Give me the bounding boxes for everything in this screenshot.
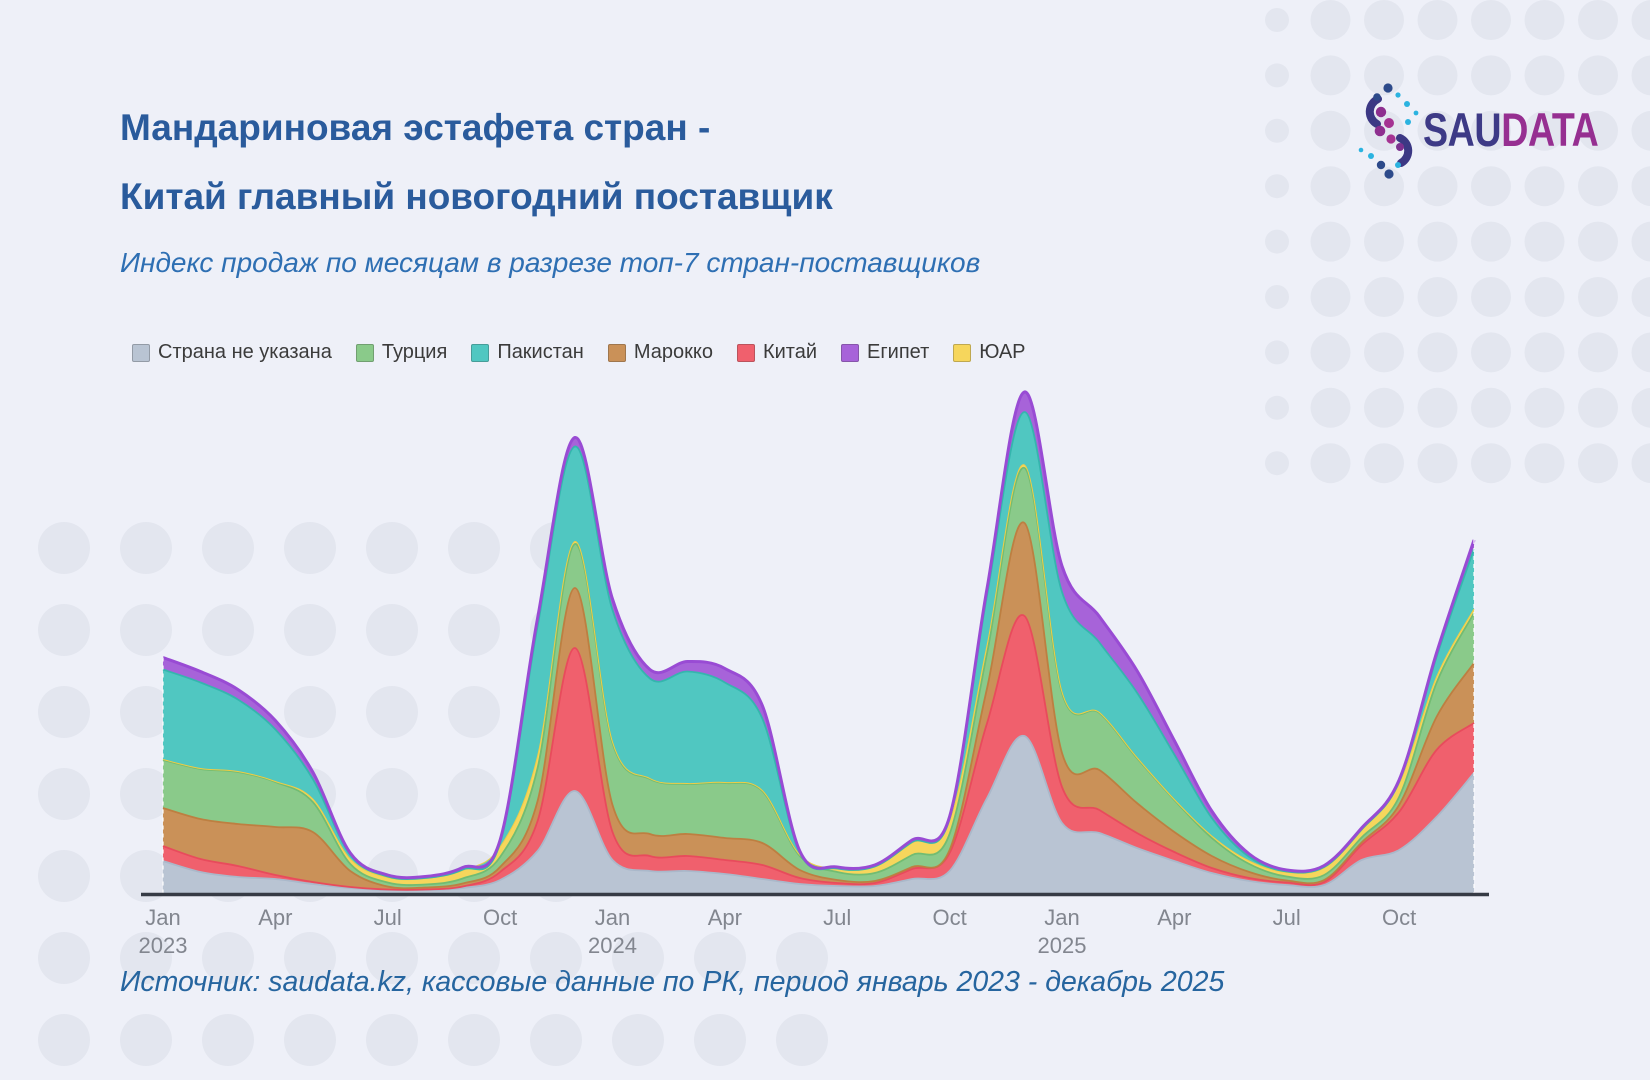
- legend-item-pakistan: Пакистан: [471, 341, 584, 364]
- x-tick-label: Apr: [708, 905, 742, 930]
- x-tick-label: Jul: [374, 905, 402, 930]
- area-6: [163, 391, 1474, 880]
- page-title-line2: Китай главный новогодний поставщик: [120, 176, 833, 217]
- x-tick-label: Jan: [1044, 905, 1079, 930]
- legend-swatch: [736, 343, 755, 362]
- legend-swatch: [471, 343, 490, 362]
- chart-legend: Страна не указана Турция Пакистан Марокк…: [132, 341, 1026, 364]
- area-edge-2: [162, 521, 1475, 890]
- x-tick-label: Jan: [145, 905, 180, 930]
- x-tick-label: Jul: [823, 905, 851, 930]
- area-edge-6: [162, 390, 1476, 880]
- legend-swatch: [953, 343, 972, 362]
- x-tick-label: Jan: [595, 905, 630, 930]
- area-edge-4: [162, 464, 1475, 881]
- x-tick-label: Oct: [932, 905, 966, 930]
- area-0: [163, 735, 1474, 893]
- legend-item-strana-ne-ukazana: Страна не указана: [132, 341, 332, 364]
- saudata-logo-icon: [1358, 83, 1419, 179]
- source-note: Источник: saudata.kz, кассовые данные по…: [120, 966, 1225, 998]
- x-tick-label: Oct: [483, 905, 517, 930]
- x-tick-year: 2024: [588, 933, 637, 958]
- area-edge-3: [162, 467, 1475, 886]
- saudata-logo-text: SAUDATA: [1423, 103, 1599, 156]
- legend-swatch: [841, 343, 860, 362]
- area-4: [163, 464, 1474, 886]
- page-subtitle: Индекс продаж по месяцам в разрезе топ-7…: [120, 247, 981, 278]
- x-tick-label: Jul: [1273, 905, 1301, 930]
- area-edge-5: [162, 411, 1475, 881]
- area-5: [163, 411, 1474, 880]
- saudata-logo: SAUDATA: [1357, 78, 1607, 179]
- legend-swatch: [607, 343, 626, 362]
- legend-item-egypt: Египет: [841, 341, 929, 364]
- legend-item-china: Китай: [736, 341, 817, 364]
- x-tick-year: 2025: [1037, 933, 1086, 958]
- legend-item-yuar: ЮАР: [953, 341, 1026, 364]
- x-tick-label: Apr: [258, 905, 292, 930]
- area-edge-1: [162, 614, 1475, 891]
- legend-item-morocco: Марокко: [607, 341, 713, 364]
- page-title-line1: Мандариновая эстафета стран -: [120, 107, 711, 148]
- x-tick-year: 2023: [139, 933, 188, 958]
- x-tick-label: Apr: [1157, 905, 1191, 930]
- x-tick-label: Oct: [1382, 905, 1416, 930]
- area-1: [163, 615, 1474, 891]
- legend-swatch: [355, 343, 374, 362]
- area-3: [163, 467, 1474, 889]
- header: Мандариновая эстафета стран - Китай глав…: [120, 93, 980, 279]
- legend-item-turkey: Турция: [355, 341, 447, 364]
- area-2: [163, 522, 1474, 890]
- legend-swatch: [132, 343, 150, 362]
